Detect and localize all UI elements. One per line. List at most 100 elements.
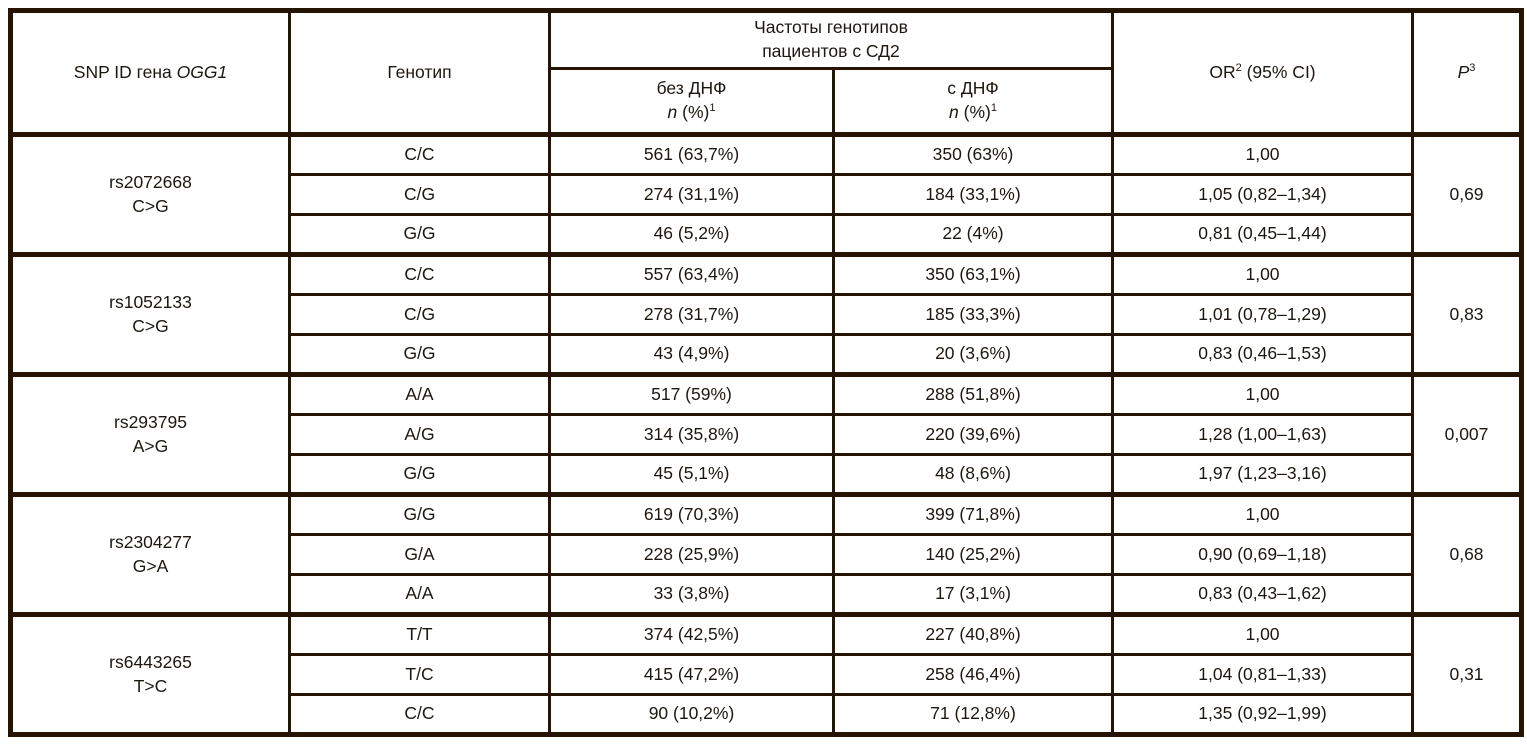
freq-no-dnf-cell: 561 (63,7%): [548, 132, 835, 176]
without-dnf-label: без ДНФ: [656, 78, 727, 99]
or-cell: 1,04 (0,81–1,33): [1111, 653, 1414, 696]
col-header-frequencies: Частоты генотипов пациентов с СД2: [548, 9, 1114, 70]
table-row: C/G 278 (31,7%) 185 (33,3%) 1,01 (0,78–1…: [11, 293, 1522, 336]
p-cell: 0,69: [1411, 132, 1523, 256]
col-header-or: OR2 (95% CI): [1111, 9, 1414, 136]
freq-dnf-cell: 350 (63%): [832, 132, 1114, 176]
col-header-p: P3: [1411, 9, 1523, 136]
genotype-cell: T/C: [288, 653, 551, 696]
or-cell: 0,81 (0,45–1,44): [1111, 213, 1414, 256]
p-cell: 0,007: [1411, 372, 1523, 496]
or-label: OR: [1209, 61, 1236, 82]
snp-id: rs2304277: [109, 531, 192, 552]
or-cell: 1,00: [1111, 612, 1414, 656]
genotype-cell: A/A: [288, 573, 551, 616]
snp-cell: rs1052133 C>G: [9, 252, 291, 376]
snp-cell: rs293795 A>G: [9, 372, 291, 496]
genotype-cell: T/T: [288, 612, 551, 656]
or-cell: 0,83 (0,43–1,62): [1111, 573, 1414, 616]
freq-dnf-cell: 71 (12,8%): [832, 693, 1114, 736]
genotype-cell: C/C: [288, 132, 551, 176]
or-cell: 1,28 (1,00–1,63): [1111, 413, 1414, 456]
table-row: A/G 314 (35,8%) 220 (39,6%) 1,28 (1,00–1…: [11, 413, 1522, 456]
freq-no-dnf-cell: 619 (70,3%): [548, 492, 835, 536]
or-cell: 0,83 (0,46–1,53): [1111, 333, 1414, 376]
freq-title-line1: Частоты генотипов: [754, 17, 908, 38]
table-row: G/A 228 (25,9%) 140 (25,2%) 0,90 (0,69–1…: [11, 533, 1522, 576]
col-header-with-dnf: с ДНФ n (%)1: [832, 67, 1114, 137]
freq-no-dnf-cell: 517 (59%): [548, 372, 835, 416]
freq-title-line2: пациентов с СД2: [762, 41, 900, 61]
genotype-cell: G/G: [288, 333, 551, 376]
snp-variant: T>C: [133, 675, 168, 696]
col-header-snp-id: SNP ID гена OGG1: [9, 9, 291, 136]
genotype-cell: C/G: [288, 293, 551, 336]
freq-no-dnf-cell: 228 (25,9%): [548, 533, 835, 576]
freq-no-dnf-cell: 45 (5,1%): [548, 453, 835, 496]
header-row-sub: без ДНФ n (%)1 с ДНФ n (%)1: [11, 67, 1522, 137]
freq-no-dnf-cell: 557 (63,4%): [548, 252, 835, 296]
genotype-cell: G/G: [288, 453, 551, 496]
freq-dnf-cell: 288 (51,8%): [832, 372, 1114, 416]
snp-variant: A>G: [132, 435, 169, 456]
table-row: rs293795 A>G A/A 517 (59%) 288 (51,8%) 1,…: [9, 372, 1523, 496]
table-row: G/G 45 (5,1%) 48 (8,6%) 1,97 (1,23–3,16): [11, 453, 1522, 496]
or-cell: 1,00: [1111, 492, 1414, 536]
freq-dnf-cell: 140 (25,2%): [832, 533, 1114, 576]
freq-dnf-cell: 184 (33,1%): [832, 173, 1114, 216]
n-italic: n: [667, 102, 678, 122]
snp-variant: C>G: [132, 195, 169, 216]
freq-no-dnf-cell: 46 (5,2%): [548, 213, 835, 256]
p-cell: 0,68: [1411, 492, 1523, 616]
freq-no-dnf-cell: 33 (3,8%): [548, 573, 835, 616]
freq-dnf-cell: 350 (63,1%): [832, 252, 1114, 296]
genotype-cell: G/G: [288, 213, 551, 256]
freq-no-dnf-cell: 314 (35,8%): [548, 413, 835, 456]
or-cell: 1,00: [1111, 372, 1414, 416]
snp-id: rs1052133: [109, 291, 192, 312]
n-percent-label: (%): [677, 102, 710, 122]
snp-variant: G>A: [132, 555, 169, 576]
or-cell: 1,00: [1111, 132, 1414, 176]
n-footnote-sup: 1: [990, 102, 997, 115]
col-header-without-dnf: без ДНФ n (%)1: [548, 67, 835, 137]
freq-no-dnf-cell: 278 (31,7%): [548, 293, 835, 336]
n-italic: n: [949, 102, 959, 122]
genotype-cell: C/C: [288, 252, 551, 296]
p-cell: 0,83: [1411, 252, 1523, 376]
n-footnote-sup: 1: [709, 102, 716, 115]
or-footnote-sup: 2: [1235, 61, 1242, 74]
or-cell: 1,05 (0,82–1,34): [1111, 173, 1414, 216]
table-row: C/G 274 (31,1%) 184 (33,1%) 1,05 (0,82–1…: [11, 173, 1522, 216]
genotype-cell: A/A: [288, 372, 551, 416]
freq-dnf-cell: 258 (46,4%): [832, 653, 1114, 696]
or-ci-label: (95% CI): [1241, 61, 1316, 82]
table-row: G/G 46 (5,2%) 22 (4%) 0,81 (0,45–1,44): [11, 213, 1522, 256]
or-cell: 1,00: [1111, 252, 1414, 296]
snp-id: rs2072668: [109, 171, 192, 192]
table-row: rs2304277 G>A G/G 619 (70,3%) 399 (71,8%)…: [9, 492, 1523, 616]
snp-cell: rs6443265 T>C: [9, 612, 291, 736]
table-row: A/A 33 (3,8%) 17 (3,1%) 0,83 (0,43–1,62): [11, 573, 1522, 616]
p-footnote-sup: 3: [1469, 61, 1476, 74]
table-row: rs6443265 T>C T/T 374 (42,5%) 227 (40,8%)…: [9, 612, 1523, 736]
genotype-frequency-table: SNP ID гена OGG1 Генотип Частоты генотип…: [8, 8, 1524, 737]
p-cell: 0,31: [1411, 612, 1523, 736]
genotype-cell: C/C: [288, 693, 551, 736]
snp-id: rs6443265: [109, 651, 192, 672]
or-cell: 1,01 (0,78–1,29): [1111, 293, 1414, 336]
freq-dnf-cell: 185 (33,3%): [832, 293, 1114, 336]
genotype-cell: C/G: [288, 173, 551, 216]
freq-dnf-cell: 20 (3,6%): [832, 333, 1114, 376]
snp-cell: rs2072668 C>G: [9, 132, 291, 256]
snp-id: rs293795: [114, 411, 187, 432]
genotype-cell: A/G: [288, 413, 551, 456]
with-dnf-label: с ДНФ: [947, 78, 999, 99]
header-row-top: SNP ID гена OGG1 Генотип Частоты генотип…: [9, 9, 1523, 136]
freq-dnf-cell: 220 (39,6%): [832, 413, 1114, 456]
or-cell: 1,35 (0,92–1,99): [1111, 693, 1414, 736]
snp-header-text: SNP ID гена: [73, 61, 177, 82]
p-label: P: [1457, 61, 1470, 82]
table-row: T/C 415 (47,2%) 258 (46,4%) 1,04 (0,81–1…: [11, 653, 1522, 696]
